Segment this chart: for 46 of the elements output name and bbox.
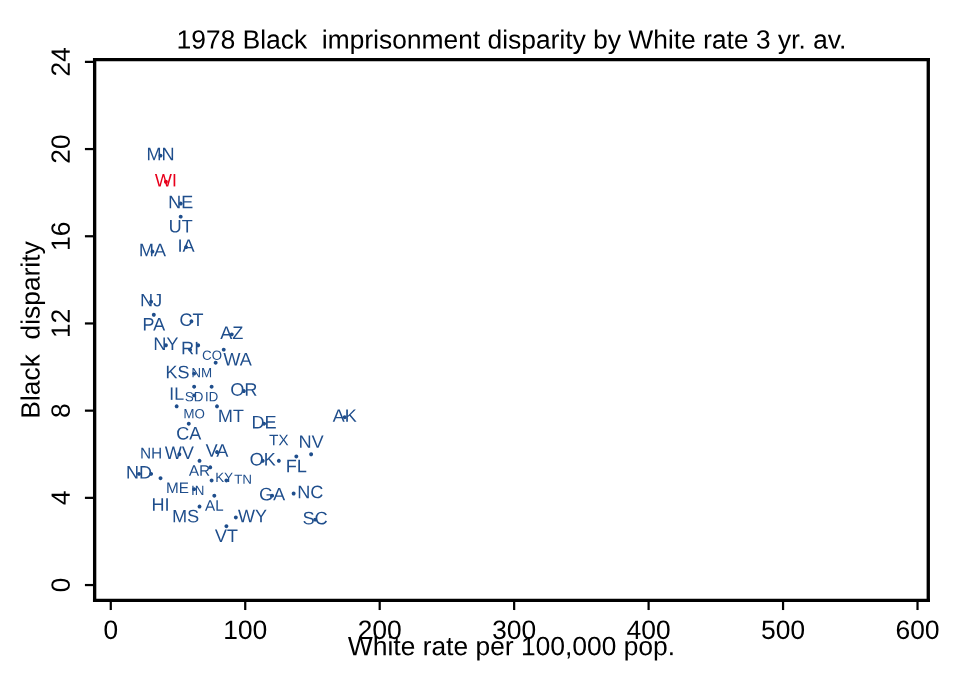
data-label: SC xyxy=(303,511,328,525)
data-label: KS xyxy=(166,365,189,379)
data-label: MT xyxy=(219,409,244,423)
x-tick-label: 600 xyxy=(896,620,939,640)
data-label: CT xyxy=(180,313,204,327)
x-tick-label: 0 xyxy=(104,620,118,640)
data-label: VT xyxy=(214,529,238,542)
data-label: VA xyxy=(205,444,229,457)
y-tick-label: 16 xyxy=(51,222,70,249)
data-label: HI xyxy=(152,498,168,511)
data-label: NC xyxy=(298,485,323,499)
data-label: OK xyxy=(250,452,276,466)
data-label: DE xyxy=(253,415,276,429)
data-label: AK xyxy=(332,409,357,422)
data-label: UT xyxy=(170,220,193,233)
y-tick-label: 20 xyxy=(51,135,70,163)
data-label: WV xyxy=(164,446,194,459)
y-tick-label: 0 xyxy=(51,578,70,592)
data-label: GA xyxy=(259,487,286,501)
data-label: CA xyxy=(177,426,202,440)
y-tick-label: 8 xyxy=(51,404,70,417)
data-label: IL xyxy=(170,387,184,400)
data-label: MN xyxy=(147,147,174,161)
x-tick-label: 500 xyxy=(762,620,805,640)
data-label: WA xyxy=(223,352,252,366)
x-tick-label: 200 xyxy=(359,620,401,640)
x-tick-label: 400 xyxy=(627,620,670,640)
data-label: MA xyxy=(140,243,166,257)
y-tick-label: 4 xyxy=(51,491,70,505)
data-label: WY xyxy=(238,509,267,523)
data-label: WI xyxy=(154,174,176,187)
x-tick-label: 300 xyxy=(493,620,536,640)
y-axis-title: Black disparity xyxy=(20,241,46,417)
data-label: NY xyxy=(154,337,179,350)
data-label: AZ xyxy=(220,326,243,340)
y-tick-label: 12 xyxy=(51,310,70,337)
data-label: MS xyxy=(173,509,199,523)
data-label: OR xyxy=(231,383,257,396)
data-label: NV xyxy=(300,435,324,448)
x-tick-label: 100 xyxy=(225,620,267,640)
data-label: ND xyxy=(127,466,152,479)
data-label: PA xyxy=(143,318,166,331)
y-tick-label: 24 xyxy=(51,47,70,76)
data-label: FL xyxy=(287,459,307,473)
chart-title: 1978 Black imprisonment disparity by White rate 3 yr. av. xyxy=(178,29,844,55)
data-label: NE xyxy=(169,195,193,209)
